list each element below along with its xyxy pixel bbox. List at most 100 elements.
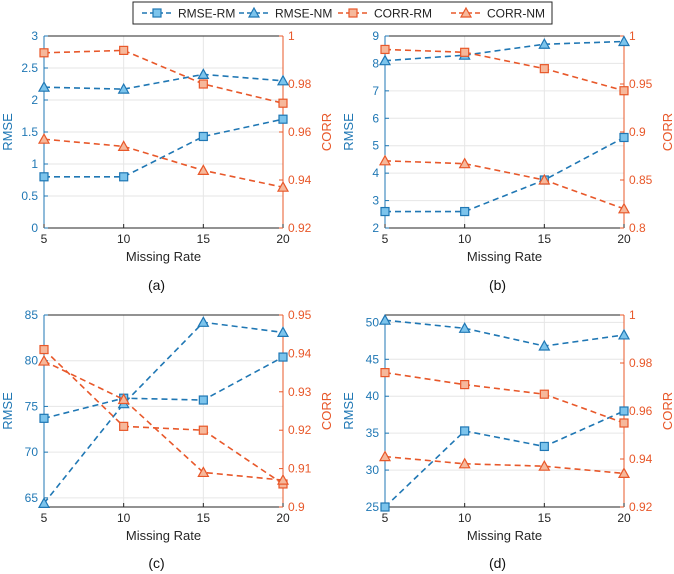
legend-marker-triangle [459,6,473,18]
series-line [385,136,625,213]
data-point-corr-rm-15 [539,389,549,399]
y-tick-label: 0 [31,221,38,235]
x-tick-label: 20 [276,511,290,525]
panel-caption: (b) [489,277,506,293]
y-tick-label: 7 [372,84,379,98]
x-tick-label: 5 [41,232,48,246]
x-tick-label: 20 [617,511,631,525]
x-tick-label: 10 [117,511,131,525]
y2-tick-label: 0.92 [288,423,312,437]
y-tick-label: 70 [25,445,39,459]
data-point-corr-nm-5 [37,354,51,366]
y-tick-label: 6 [372,111,379,125]
panel-caption: (c) [148,555,164,571]
data-point-corr-nm-20 [276,180,290,192]
data-point-rmse-rm-5 [39,413,49,423]
y2-tick-label: 0.9 [629,125,646,139]
data-point-corr-rm-15 [198,79,208,89]
y2-axis-label: CORR [319,392,334,430]
x-tick-label: 10 [458,232,472,246]
y-tick-label: 4 [372,166,379,180]
series-line [43,348,284,485]
data-point-corr-nm-15 [538,459,551,471]
chart-panel-b: 5 10 15 20 2 3 4 5 6 7 8 9 0.8 0.85 0.9 0.95 1 Missing Ra… [341,29,674,293]
data-point-rmse-rm-5 [39,172,49,182]
y-tick-label: 45 [366,352,380,366]
data-point-rmse-nm-20 [276,74,290,86]
y2-tick-label: 0.8 [629,221,646,235]
series-corr-nm [37,132,290,192]
x-tick-label: 5 [382,511,389,525]
y-axis-label: RMSE [341,113,356,151]
y-tick-label: 9 [372,29,379,43]
y-tick-label: 80 [25,354,39,368]
data-point-corr-rm-10 [119,421,129,431]
y2-axis-label: CORR [660,113,674,151]
data-point-rmse-rm-10 [119,172,129,182]
series-corr-nm [378,450,631,478]
data-point-corr-nm-10 [458,157,471,169]
data-point-corr-rm-20 [278,98,288,108]
y2-tick-label: 0.92 [629,500,653,514]
series-line [43,138,284,188]
y2-tick-label: 0.91 [288,462,312,476]
y2-tick-label: 0.9 [288,500,305,514]
data-point-corr-rm-5 [380,368,390,378]
y-axis-label: RMSE [0,113,15,151]
chart-panel-a: 5 10 15 20 0 0.5 1 1.5 2 2.5 3 0.92 0.94 0.96 0.98 1 Mis… [0,29,334,293]
x-tick-label: 20 [617,232,631,246]
y-tick-label: 40 [366,389,380,403]
y-tick-label: 5 [372,139,379,153]
data-point-corr-rm-15 [198,425,208,435]
data-point-corr-rm-10 [119,45,129,56]
x-axis-label: Missing Rate [126,528,201,543]
series-line [43,73,284,90]
x-axis-label: Missing Rate [126,249,201,264]
data-point-corr-nm-20 [276,473,290,485]
y2-tick-label: 1 [629,308,636,322]
chart-panel-d: 5 10 15 20 25 30 35 40 45 50 0.92 0.94 0.96 0.98 1 Miss… [341,308,674,571]
series-line [384,455,625,475]
data-point-corr-rm-15 [539,64,549,74]
data-point-rmse-nm-20 [617,35,631,47]
data-point-rmse-nm-10 [458,322,471,333]
x-tick-label: 10 [117,232,131,246]
series-rmse-nm [378,313,631,351]
data-point-corr-nm-5 [378,450,392,462]
x-tick-label: 20 [276,232,290,246]
y2-tick-label: 0.85 [629,173,653,187]
series-line [43,49,284,104]
x-tick-label: 15 [538,511,552,525]
x-axis-label: Missing Rate [467,528,542,543]
data-point-corr-nm-5 [37,132,51,144]
y-tick-label: 1.5 [21,125,38,139]
data-point-corr-rm-20 [619,418,629,428]
y-tick-label: 3 [372,194,379,208]
y2-axis-label: CORR [319,113,334,151]
data-point-rmse-rm-15 [198,131,208,142]
y2-tick-label: 0.92 [288,221,312,235]
panel-caption: (a) [148,277,165,293]
y2-tick-label: 0.95 [629,77,653,91]
data-point-rmse-nm-20 [276,326,290,337]
data-point-rmse-rm-5 [380,502,390,512]
data-point-rmse-nm-5 [378,313,392,325]
legend-marker-square [348,8,358,18]
y-tick-label: 3 [31,29,38,43]
grid [384,315,625,508]
y-tick-label: 1 [31,157,38,171]
series-corr-rm [380,368,629,428]
series-line [44,118,284,178]
data-point-rmse-rm-20 [619,406,629,416]
series-line [43,360,284,481]
x-tick-label: 10 [458,511,472,525]
y-tick-label: 8 [372,56,379,70]
grid [43,35,284,229]
data-point-rmse-rm-20 [278,352,288,362]
data-point-corr-nm-20 [617,467,631,478]
data-point-corr-nm-10 [458,457,471,469]
data-point-rmse-rm-20 [619,132,629,143]
y2-tick-label: 0.95 [288,308,312,322]
y-tick-label: 30 [366,463,380,477]
